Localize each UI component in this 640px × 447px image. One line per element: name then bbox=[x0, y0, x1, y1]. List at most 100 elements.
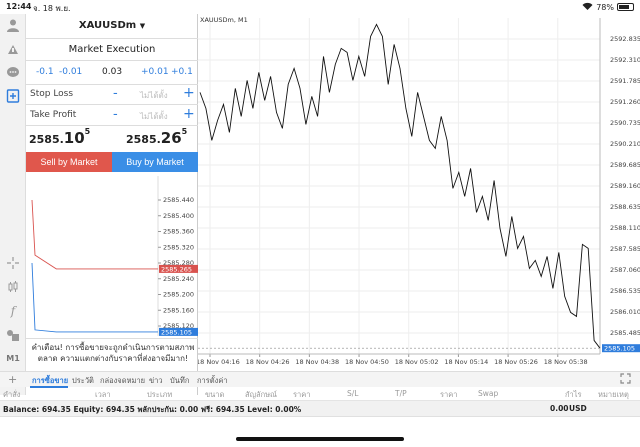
tick-chart-label: 2585.200 bbox=[163, 291, 194, 299]
col-profit[interactable]: กำไร bbox=[565, 390, 582, 399]
divider bbox=[26, 125, 198, 126]
market-warning: คำเตือน! การซื้อขายจะถูกดำเนินการตามสภาพ… bbox=[31, 343, 195, 363]
col-swap[interactable]: Swap bbox=[478, 389, 499, 398]
add-icon[interactable]: + bbox=[8, 373, 18, 386]
divider bbox=[26, 84, 198, 85]
function-icon[interactable]: f bbox=[10, 304, 16, 318]
stop-loss-input[interactable]: ไม่ได้ตั้ง bbox=[140, 91, 168, 100]
ask-price-badge-label: 2585.265 bbox=[161, 265, 192, 273]
execution-type[interactable]: Market Execution bbox=[68, 44, 156, 55]
col-order[interactable]: คำสั่ง bbox=[3, 390, 21, 399]
y-axis-tick-label: 2586.010 bbox=[610, 308, 640, 316]
col-comment[interactable]: หมายเหตุ bbox=[598, 390, 629, 399]
last-price-badge bbox=[602, 344, 640, 353]
home-indicator bbox=[236, 437, 404, 441]
signal-icon[interactable] bbox=[4, 40, 22, 58]
symbol-name: XAUUSDm bbox=[78, 20, 137, 31]
chart-title: XAUUSDm, M1 bbox=[200, 16, 248, 24]
candles-icon[interactable] bbox=[4, 278, 22, 296]
price-line bbox=[199, 23, 601, 349]
divider bbox=[26, 60, 198, 61]
objects-icon[interactable] bbox=[4, 326, 22, 344]
volume-stepper: -0.1 -0.01 0.03 +0.01 +0.1 bbox=[26, 67, 198, 79]
sell-by-market-button[interactable]: Sell by Market bbox=[26, 152, 112, 172]
take-profit-minus-button[interactable]: - bbox=[113, 107, 118, 122]
tick-chart: 2585.440 2585.400 2585.360 2585.320 2585.280… bbox=[31, 176, 198, 336]
price-chart[interactable]: 2592.835 2592.310 2591.785 2591.260 2590.735… bbox=[198, 14, 640, 371]
take-profit-input[interactable]: ไม่ได้ตั้ง bbox=[140, 112, 168, 121]
tick-chart-label: 2585.120 bbox=[163, 322, 194, 330]
col-symbol[interactable]: สัญลักษณ์ bbox=[245, 390, 278, 399]
col-sl[interactable]: S/L bbox=[347, 389, 359, 398]
user-icon[interactable] bbox=[4, 16, 22, 34]
tick-chart-label: 2585.400 bbox=[163, 212, 194, 220]
col-type[interactable]: ประเภท bbox=[147, 390, 173, 399]
status-right: 78% bbox=[582, 2, 634, 12]
tab-journal[interactable]: บันทึก bbox=[170, 376, 190, 385]
tick-chart-label: 2585.280 bbox=[163, 259, 194, 267]
tick-chart-label: 2585.320 bbox=[163, 243, 194, 251]
take-profit-label: Take Profit bbox=[30, 110, 77, 120]
balance-summary: Balance: 694.35 Equity: 694.35 พลักประกั… bbox=[3, 405, 302, 414]
chevron-down-icon: ▼ bbox=[139, 22, 146, 30]
left-toolbar: f M1 bbox=[0, 14, 26, 395]
tick-chart-label: 2585.160 bbox=[163, 306, 194, 314]
order-panel: XAUUSDm ▼ Market Execution -0.1 -0.01 0.… bbox=[26, 14, 198, 395]
y-axis-tick-label: 2589.160 bbox=[610, 182, 640, 190]
buy-by-market-button[interactable]: Buy by Market bbox=[112, 152, 198, 172]
status-time: 12:44 bbox=[6, 2, 32, 11]
bid-price: 2585.105 bbox=[29, 127, 91, 147]
expand-icon[interactable] bbox=[620, 373, 631, 387]
tab-trade[interactable]: การซื้อขาย bbox=[32, 376, 69, 385]
tab-news[interactable]: ข่าว bbox=[149, 376, 163, 385]
x-axis-tick-label: 18 Nov 04:50 bbox=[345, 358, 389, 366]
tab-mailbox[interactable]: กล่องจดหมาย bbox=[100, 376, 146, 385]
bottom-tab-bar: + การซื้อขาย ประวัติ กล่องจดหมาย ข่าว บั… bbox=[0, 371, 640, 388]
balance-summary-row: Balance: 694.35 Equity: 694.35 พลักประกั… bbox=[0, 401, 640, 417]
col-current-price[interactable]: ราคา bbox=[440, 390, 458, 399]
y-axis-tick-label: 2590.735 bbox=[610, 119, 640, 127]
tab-history[interactable]: ประวัติ bbox=[72, 376, 94, 385]
stop-loss-plus-button[interactable]: + bbox=[183, 85, 195, 101]
tick-chart-label: 2585.240 bbox=[163, 275, 194, 283]
stop-loss-minus-button[interactable]: - bbox=[113, 86, 118, 101]
new-order-icon[interactable] bbox=[4, 87, 22, 105]
chat-icon[interactable] bbox=[4, 64, 22, 82]
volume-plus-big-button[interactable]: +0.1 bbox=[171, 67, 193, 77]
tab-settings[interactable]: การตั้งค่า bbox=[197, 376, 228, 385]
y-axis-tick-label: 2587.585 bbox=[610, 245, 640, 253]
y-axis-tick-label: 2587.060 bbox=[610, 266, 640, 274]
col-size[interactable]: ขนาด bbox=[205, 390, 225, 399]
crosshair-icon[interactable] bbox=[4, 254, 22, 272]
symbol-selector[interactable]: XAUUSDm ▼ bbox=[26, 20, 198, 31]
battery-icon bbox=[617, 3, 634, 11]
y-axis-tick-label: 2585.485 bbox=[610, 329, 640, 337]
col-tp[interactable]: T/P bbox=[395, 389, 407, 398]
wifi-icon bbox=[582, 2, 593, 12]
status-bar: 12:44 จ. 18 พ.ย. 78% bbox=[0, 0, 640, 14]
tick-chart-label: 2585.440 bbox=[163, 196, 194, 204]
ask-price-badge bbox=[159, 264, 198, 273]
take-profit-plus-button[interactable]: + bbox=[183, 106, 195, 122]
timeframe-icon[interactable]: M1 bbox=[6, 353, 20, 363]
stop-loss-label: Stop Loss bbox=[30, 89, 74, 99]
stop-loss-row: Stop Loss - ไม่ได้ตั้ง + bbox=[30, 85, 195, 102]
volume-plus-small-button[interactable]: +0.01 bbox=[141, 67, 169, 77]
status-date: จ. 18 พ.ย. bbox=[33, 4, 71, 13]
ask-price: 2585.265 bbox=[126, 127, 188, 147]
col-time[interactable]: เวลา bbox=[95, 390, 111, 399]
quote-prices: 2585.105 2585.265 bbox=[26, 127, 198, 151]
bid-price-badge bbox=[159, 327, 198, 336]
bid-tick-line bbox=[31, 262, 158, 333]
y-axis-tick-label: 2591.785 bbox=[610, 77, 640, 85]
total-profit: 0.00 bbox=[550, 404, 569, 413]
volume-minus-small-button[interactable]: -0.01 bbox=[59, 67, 83, 77]
volume-minus-big-button[interactable]: -0.1 bbox=[36, 67, 54, 77]
x-axis-tick-label: 18 Nov 05:02 bbox=[395, 358, 439, 366]
volume-value[interactable]: 0.03 bbox=[102, 67, 123, 77]
y-axis-tick-label: 2591.260 bbox=[610, 98, 640, 106]
x-axis-tick-label: 18 Nov 05:26 bbox=[494, 358, 538, 366]
col-price[interactable]: ราคา bbox=[293, 390, 311, 399]
x-axis-tick-label: 18 Nov 04:26 bbox=[246, 358, 290, 366]
ask-tick-line bbox=[31, 199, 158, 270]
